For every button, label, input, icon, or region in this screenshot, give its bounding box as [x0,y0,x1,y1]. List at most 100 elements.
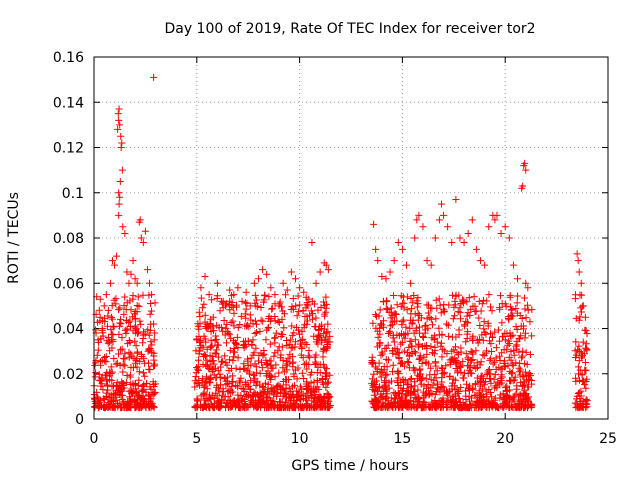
data-point-dense [219,388,227,396]
data-point-dense [430,332,438,340]
data-point-dense [452,391,460,399]
data-point-dense [96,295,104,303]
data-point-dense [515,348,523,356]
data-point [481,261,489,269]
data-point-dense [467,347,475,355]
data-point-dense [149,389,157,397]
data-point-dense [194,365,202,373]
data-point-dense [491,384,499,392]
data-point-dense [212,350,220,358]
data-point-dense [194,322,202,330]
data-point [234,284,242,292]
data-point-dense [438,330,446,338]
data-point-dense [322,308,330,316]
data-point-dense [512,305,520,313]
data-point-dense [145,331,153,339]
data-point [460,239,468,247]
data-point-dense [408,320,416,328]
data-point-dense [375,383,383,391]
data-point-dense [119,380,127,388]
data-point [263,270,271,278]
data-point-dense [485,291,493,299]
data-point-dense [136,317,144,325]
data-point-dense [394,368,402,376]
data-point-dense [503,392,511,400]
data-point-dense [223,380,231,388]
data-point-dense [380,297,388,305]
data-point-dense [311,353,319,361]
data-point-dense [245,382,253,390]
data-point-dense [431,391,439,399]
data-point-dense [571,295,579,303]
data-point-dense [491,394,499,402]
data-point [115,105,123,113]
data-point-dense [465,294,473,302]
data-point-dense [407,337,415,345]
data-point-dense [131,314,139,322]
data-point-dense [426,371,434,379]
data-point-dense [384,356,392,364]
data-point-dense [247,316,255,324]
data-point [521,159,529,167]
data-point-dense [525,371,533,379]
data-point-dense [123,371,131,379]
data-point-dense [135,368,143,376]
data-point-dense [324,320,332,328]
data-point-dense [240,385,248,393]
data-point-dense [213,392,221,400]
data-point-dense [368,380,376,388]
data-point-dense [147,385,155,393]
data-point-dense [213,321,221,329]
data-point-dense [438,364,446,372]
data-point-dense [395,332,403,340]
data-point-dense [289,295,297,303]
data-point-dense [521,391,529,399]
data-point-dense [392,310,400,318]
data-point-dense [270,334,278,342]
data-point-dense [326,393,334,401]
data-point-dense [197,336,205,344]
data-point [254,275,262,283]
data-point-dense [402,323,410,331]
data-point-dense [528,380,536,388]
data-point-dense [480,318,488,326]
data-point-dense [323,389,331,397]
data-point-dense [472,380,480,388]
data-point [117,144,125,151]
data-point-dense [511,392,519,400]
data-point-dense [582,384,590,392]
data-point-dense [369,319,377,327]
data-point-dense [482,330,490,338]
data-point-dense [520,294,528,302]
data-point-dense [582,396,590,404]
data-point-dense [484,369,492,377]
data-point-dense [456,315,464,323]
data-point-dense [456,308,464,316]
data-point-dense [437,396,445,404]
data-point-dense [224,329,232,337]
data-point-dense [483,371,491,379]
data-point-dense [245,368,253,376]
data-point-dense [140,328,148,336]
data-point-dense [429,321,437,329]
data-point-dense [405,364,413,372]
data-point-dense [449,315,457,323]
data-point-dense [438,353,446,361]
data-point-dense [457,384,465,392]
data-point-dense [511,373,519,381]
data-point [573,250,581,258]
data-point [131,275,139,283]
data-point [123,268,131,276]
data-point [411,234,419,242]
data-point-dense [468,394,476,402]
data-point-dense [410,388,418,396]
data-point-dense [274,382,282,390]
axis-ticks: 0 5 10 15 20 25 0 0.02 0.04 0.06 0.08 0.1 0.12 0.14 0.… [53,50,617,447]
data-point-dense [420,402,428,410]
data-point-dense [433,367,441,375]
data-point-dense [257,394,265,402]
data-point-dense [442,362,450,370]
data-point [452,196,460,204]
data-point-dense [522,329,530,337]
data-point-dense [261,292,269,300]
